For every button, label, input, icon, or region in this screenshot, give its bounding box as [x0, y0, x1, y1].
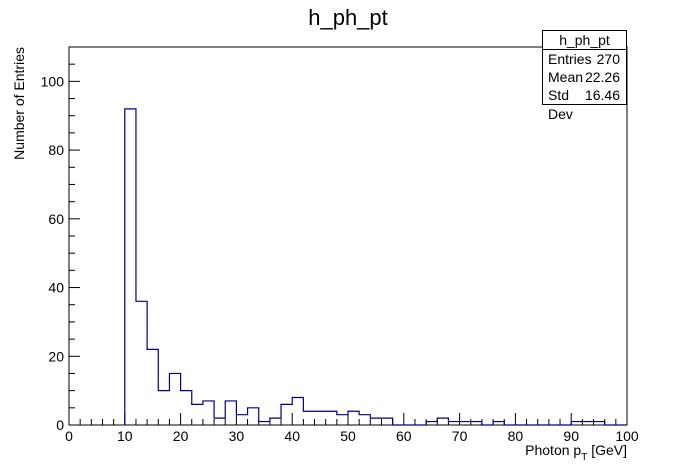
- x-tick-label: 80: [508, 428, 524, 444]
- stats-value: 16.46: [584, 87, 620, 103]
- x-tick-label: 30: [229, 428, 245, 444]
- stats-value: 270: [596, 51, 620, 67]
- y-tick-label: 0: [56, 417, 64, 433]
- stats-label: Std Dev: [548, 87, 573, 122]
- y-tick-label: 100: [41, 73, 65, 89]
- x-tick-label: 10: [117, 428, 133, 444]
- stats-label: Entries: [548, 51, 592, 67]
- x-tick-label: 90: [563, 428, 579, 444]
- x-tick-label: 50: [340, 428, 356, 444]
- y-tick-label: 20: [48, 348, 64, 364]
- x-axis-label: Photon pT [GeV]: [525, 442, 627, 463]
- stats-label: Mean: [548, 69, 584, 85]
- stats-row-std-dev: Std Dev 16.46: [543, 86, 626, 122]
- x-tick-label: 40: [284, 428, 300, 444]
- x-axis-label-main: Photon p: [525, 442, 581, 458]
- x-tick-label: 20: [173, 428, 189, 444]
- stats-value: 22.26: [584, 69, 620, 85]
- chart-title: h_ph_pt: [308, 5, 388, 30]
- stats-row-mean: Mean 22.26: [543, 68, 626, 86]
- stats-box-title: h_ph_pt: [543, 31, 626, 50]
- y-tick-label: 80: [48, 142, 64, 158]
- y-axis-label: Number of Entries: [11, 47, 27, 160]
- y-tick-label: 40: [48, 280, 64, 296]
- stats-box: h_ph_pt Entries 270 Mean 22.26 Std Dev 1…: [542, 30, 627, 122]
- x-tick-label: 60: [396, 428, 412, 444]
- x-tick-label: 100: [615, 428, 639, 444]
- x-axis: 0 10 20 30 40 50 60 70 80 90 100: [65, 413, 639, 444]
- y-axis: 0 20 40 60 80 100: [41, 46, 80, 433]
- x-axis-label-subscript: T: [581, 452, 587, 463]
- x-axis-label-unit: [GeV]: [587, 442, 627, 458]
- x-tick-label: 70: [452, 428, 468, 444]
- y-tick-label: 60: [48, 211, 64, 227]
- histogram-series-line: [124, 108, 627, 426]
- stats-row-entries: Entries 270: [543, 50, 626, 68]
- x-tick-label: 0: [65, 428, 73, 444]
